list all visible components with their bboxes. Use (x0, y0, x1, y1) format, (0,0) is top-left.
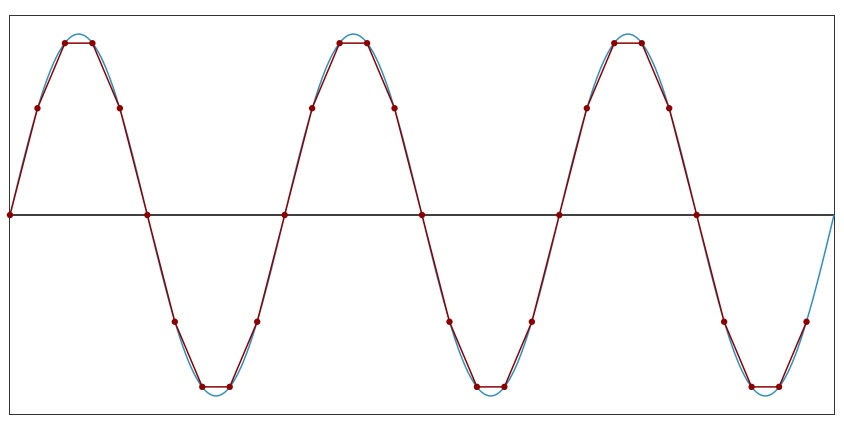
sample-point (583, 105, 590, 112)
sample-point (171, 318, 178, 325)
sample-point (308, 105, 316, 112)
sample-point (226, 383, 233, 391)
sample-point (34, 105, 41, 112)
sample-point (89, 39, 96, 47)
sample-point (528, 318, 536, 325)
sample-point (281, 211, 288, 219)
sample-point (473, 383, 481, 391)
sample-point (693, 211, 700, 219)
sample-point (61, 39, 69, 47)
sample-point (363, 39, 371, 47)
sample-point (638, 39, 645, 47)
sample-point (556, 211, 563, 219)
sample-point (775, 383, 783, 391)
sample-point (720, 318, 728, 325)
sample-point (611, 39, 618, 47)
sample-point (336, 39, 343, 47)
sample-point (666, 105, 673, 112)
plot-layer (6, 33, 835, 397)
sample-point (6, 211, 14, 219)
sample-point (501, 383, 508, 391)
sample-point (254, 318, 261, 325)
sample-point (391, 105, 398, 112)
sample-point (446, 318, 453, 325)
sample-point (748, 383, 755, 391)
sample-point (116, 105, 124, 112)
sample-point (199, 383, 206, 391)
sampled-signal-line (9, 42, 808, 388)
sample-point (803, 318, 810, 325)
sample-point (144, 211, 151, 219)
sample-point (418, 211, 426, 219)
